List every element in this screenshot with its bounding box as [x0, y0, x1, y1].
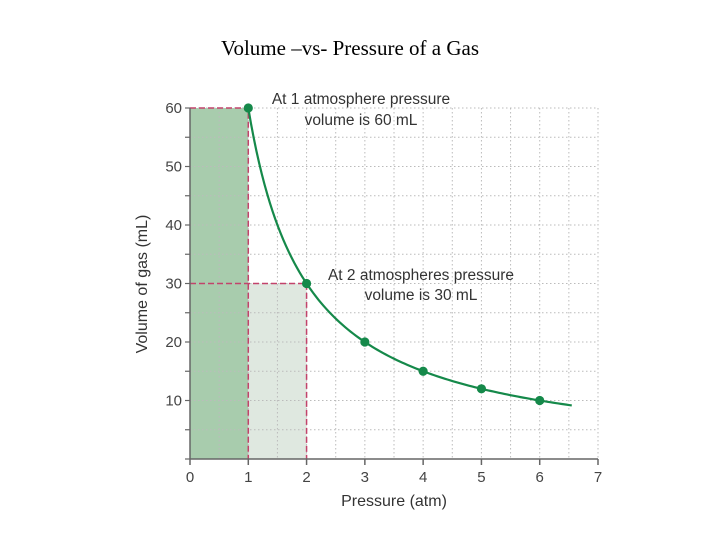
x-tick-label: 5 [477, 469, 485, 486]
x-tick-label: 7 [594, 469, 602, 486]
x-tick-label: 3 [361, 469, 369, 486]
x-axis-label: Pressure (atm) [341, 493, 447, 510]
x-tick-label: 4 [419, 469, 427, 486]
data-point [301, 278, 312, 289]
y-axis-label: Volume of gas (mL) [134, 215, 151, 354]
y-tick-label: 10 [165, 393, 182, 410]
data-point [360, 337, 370, 347]
data-point [243, 103, 253, 113]
annotation-text-1: volume is 60 mL [305, 112, 418, 129]
reference-line-30ml [190, 282, 308, 459]
y-tick-label: 50 [165, 159, 182, 176]
y-tick-label: 40 [165, 217, 182, 234]
y-tick-label: 30 [165, 276, 182, 293]
annotation-text-2: At 2 atmospheres pressure [328, 267, 514, 284]
y-tick-label: 20 [165, 334, 182, 351]
x-tick-label: 0 [186, 469, 194, 486]
data-point [418, 366, 428, 376]
x-tick-label: 1 [244, 469, 252, 486]
boyle-curve [247, 107, 572, 407]
x-tick-label: 2 [302, 469, 310, 486]
y-tick-label: 60 [165, 100, 182, 117]
page-title: Volume –vs- Pressure of a Gas [221, 36, 479, 60]
annotation-text-2: volume is 30 mL [365, 287, 478, 304]
annotation-text-1: At 1 atmosphere pressure [272, 91, 450, 108]
data-point [476, 384, 487, 394]
data-point [535, 395, 545, 406]
x-tick-label: 6 [536, 469, 544, 486]
